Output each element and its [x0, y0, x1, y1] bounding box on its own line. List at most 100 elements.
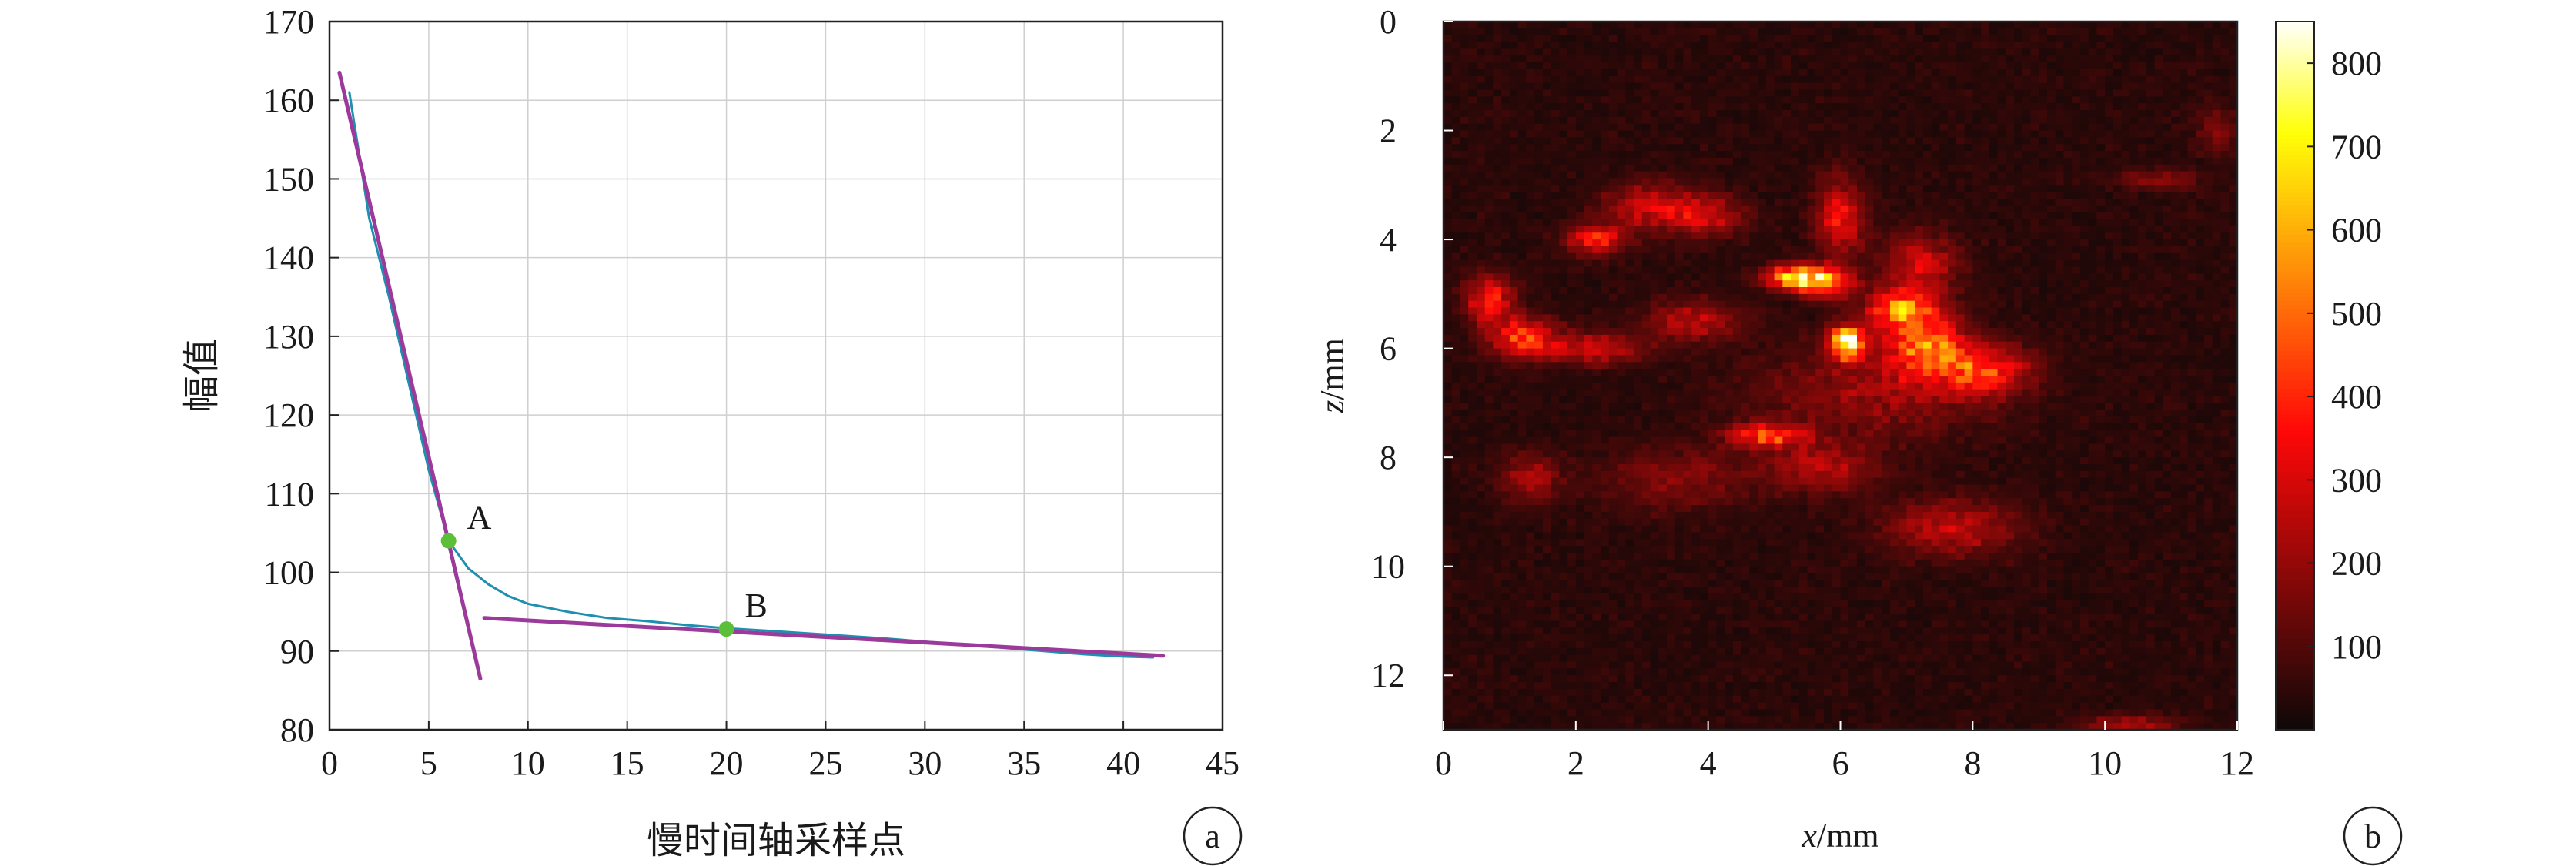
heatmap-cell — [2129, 130, 2139, 138]
heatmap-cell — [2196, 239, 2205, 247]
heatmap-cell — [1551, 96, 1560, 104]
heatmap-cell — [1791, 62, 1800, 70]
heatmap-cell — [1981, 300, 1990, 309]
heatmap-cell — [1526, 62, 1535, 70]
heatmap-cell — [2113, 144, 2123, 152]
heatmap-cell — [1948, 28, 1957, 36]
heatmap-cell — [1542, 137, 1552, 145]
heatmap-cell — [1832, 110, 1842, 118]
heatmap-cell — [2105, 144, 2114, 152]
heatmap-cell — [1584, 369, 1593, 376]
heatmap-cell — [2006, 82, 2015, 91]
heatmap-cell — [1824, 328, 1833, 336]
heatmap-cell — [1559, 287, 1568, 295]
heatmap-cell — [1608, 300, 1618, 309]
heatmap-cell — [1856, 321, 1866, 329]
heatmap-cell — [1468, 226, 1477, 233]
heatmap-cell — [1567, 96, 1577, 104]
heatmap-cell — [1856, 239, 1866, 247]
heatmap-cell — [1955, 334, 1965, 343]
heatmap-cell — [1749, 42, 1758, 49]
heatmap-cell — [1955, 212, 1965, 220]
heatmap-cell — [1782, 69, 1791, 77]
heatmap-cell — [2204, 171, 2213, 179]
heatmap-cell — [1749, 300, 1758, 309]
heatmap-cell — [1765, 226, 1775, 233]
heatmap-cell — [2146, 82, 2156, 91]
heatmap-cell — [1444, 348, 1453, 356]
heatmap-cell — [1848, 246, 1858, 254]
heatmap-cell — [2154, 103, 2163, 111]
heatmap-cell — [1584, 212, 1593, 220]
heatmap-cell — [1972, 226, 1982, 233]
heatmap-cell — [2079, 341, 2089, 349]
heatmap-cell — [2006, 314, 2015, 322]
heatmap-cell — [2046, 252, 2056, 261]
heatmap-cell — [2129, 48, 2139, 56]
heatmap-cell — [2129, 252, 2139, 261]
heatmap-cell — [2006, 205, 2015, 213]
heatmap-cell — [1898, 164, 1908, 172]
heatmap-cell — [2072, 62, 2081, 70]
heatmap-cell — [1906, 293, 1915, 302]
heatmap-cell — [1683, 151, 1692, 159]
heatmap-cell — [1691, 110, 1701, 118]
heatmap-cell — [1774, 42, 1783, 49]
heatmap-cell — [1559, 89, 1568, 97]
heatmap-cell — [2063, 293, 2073, 302]
heatmap-cell — [1517, 48, 1527, 56]
heatmap-cell — [1906, 35, 1915, 43]
heatmap-cell — [2006, 226, 2015, 233]
heatmap-cell — [1476, 293, 1486, 302]
heatmap-cell — [1848, 362, 1858, 369]
heatmap-cell — [2146, 69, 2156, 77]
heatmap-cell — [1948, 348, 1957, 356]
heatmap-cell — [1650, 321, 1659, 329]
heatmap-cell — [2138, 226, 2147, 233]
heatmap-cell — [1601, 199, 1610, 206]
heatmap-cell — [1798, 171, 1808, 179]
heatmap-cell — [1824, 82, 1833, 91]
heatmap-cell — [2129, 35, 2139, 43]
heatmap-cell — [1898, 287, 1908, 295]
heatmap-cell — [2088, 205, 2098, 213]
heatmap-cell — [2079, 212, 2089, 220]
heatmap-cell — [1741, 89, 1750, 97]
heatmap-cell — [2088, 219, 2098, 226]
heatmap-cell — [1939, 355, 1949, 363]
heatmap-cell — [2055, 293, 2065, 302]
heatmap-cell — [1758, 22, 1767, 29]
heatmap-cell — [2171, 293, 2180, 302]
heatmap-cell — [1509, 314, 1519, 322]
heatmap-cell — [1948, 137, 1957, 145]
heatmap-cell — [1882, 103, 1891, 111]
heatmap-cell — [1658, 246, 1668, 254]
heatmap-cell — [1641, 246, 1651, 254]
heatmap-cell — [1989, 103, 1999, 111]
heatmap-cell — [1997, 42, 2006, 49]
heatmap-cell — [2138, 28, 2147, 36]
heatmap-cell — [1791, 89, 1800, 97]
heatmap-cell — [1634, 307, 1643, 315]
heatmap-cell — [1922, 307, 1932, 315]
heatmap-cell — [1758, 219, 1767, 226]
heatmap-cell — [1641, 300, 1651, 309]
heatmap-cell — [1666, 89, 1676, 97]
heatmap-cell — [1526, 252, 1535, 261]
heatmap-cell — [1840, 103, 1849, 111]
heatmap-cell — [1798, 287, 1808, 295]
heatmap-cell — [2187, 82, 2196, 91]
heatmap-cell — [1460, 28, 1469, 36]
heatmap-cell — [1981, 48, 1990, 56]
heatmap-cell — [1725, 266, 1734, 274]
heatmap-cell — [1551, 103, 1560, 111]
heatmap-cell — [1948, 164, 1957, 172]
heatmap-cell — [2022, 219, 2032, 226]
heatmap-cell — [2096, 362, 2106, 369]
heatmap-cell — [1848, 280, 1858, 288]
heatmap-cell — [2105, 123, 2114, 132]
panel-b-heatmap: 0 2 4 6 8 10 120246810121002003004005006007008… — [1371, 3, 2403, 866]
heatmap-cell — [1815, 212, 1825, 220]
heatmap-cell — [1758, 55, 1767, 63]
heatmap-cell — [1542, 266, 1552, 274]
